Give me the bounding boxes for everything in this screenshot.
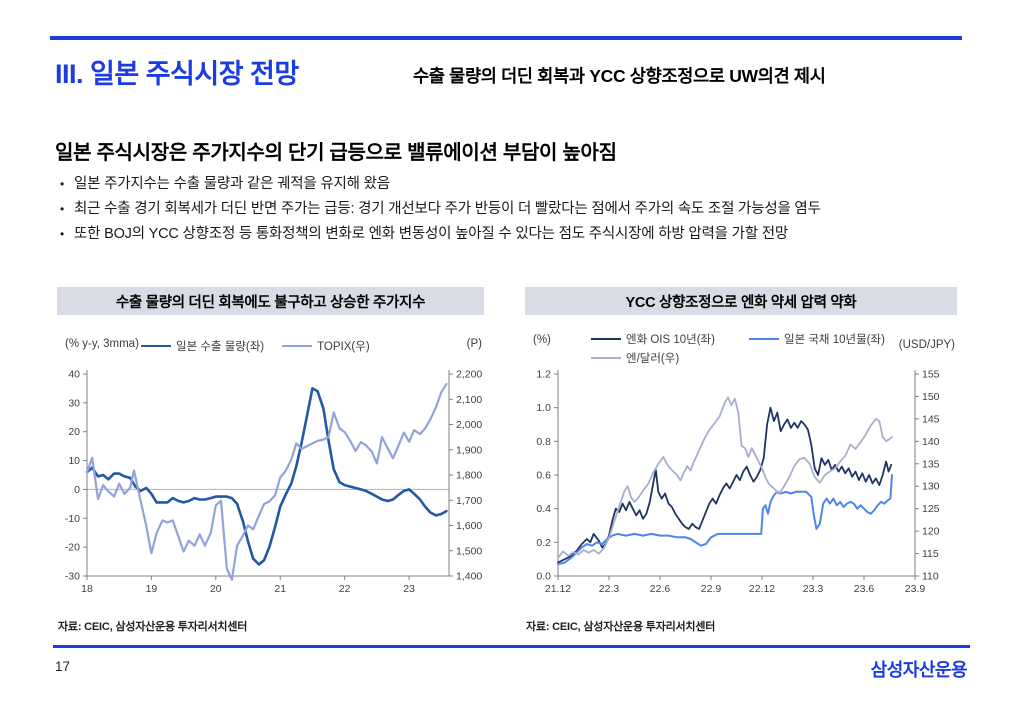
- right-axis-tick-label: 135: [922, 458, 940, 470]
- legend-label: 일본 국채 10년물(좌): [784, 334, 885, 346]
- page-subtitle: 수출 물량의 더딘 회복과 YCC 상향조정으로 UW의견 제시: [413, 66, 826, 86]
- right-axis-tick-label: 1,400: [456, 571, 482, 583]
- right-axis-tick-label: 1,600: [456, 520, 482, 532]
- right-axis-tick-label: 1,900: [456, 444, 482, 456]
- section-heading: 일본 주식시장은 주가지수의 단기 급등으로 밸류에이션 부담이 높아짐: [55, 142, 617, 164]
- right-axis-tick-label: 2,000: [456, 419, 482, 431]
- usd-jpy-line: [557, 396, 893, 559]
- x-axis-tick-label: 23: [403, 583, 415, 595]
- right-axis-unit-label: (P): [466, 338, 482, 350]
- bullet-item: 일본 주가지수는 수출 물량과 같은 궤적을 유지해 왔음: [60, 172, 970, 197]
- right-axis-tick-label: 145: [922, 413, 940, 425]
- legend-label: 엔화 OIS 10년(좌): [626, 334, 715, 346]
- x-axis-tick-label: 19: [146, 583, 158, 595]
- legend-line-swatch: [749, 338, 779, 340]
- export-topix-chart-card: 수출 물량의 더딘 회복에도 불구하고 상승한 주가지수 (% y-y, 3mm…: [57, 287, 484, 637]
- right-axis-tick-label: 125: [922, 503, 940, 515]
- x-axis-tick-label: 22.12: [749, 583, 775, 595]
- right-axis-tick-label: 1,500: [456, 545, 482, 557]
- right-axis-tick-label: 2,100: [456, 394, 482, 406]
- chart-title-bar: YCC 상향조정으로 엔화 약세 압력 약화: [525, 287, 957, 315]
- x-axis-tick-label: 23.3: [803, 583, 824, 595]
- export-topix-line-chart: 40 30 20 10 0 -10 -20 -30 2,200 2,100 2,000 1,900 1,…: [65, 369, 483, 596]
- left-axis-tick-label: 20: [68, 426, 80, 438]
- top-divider: [50, 36, 962, 40]
- left-axis-unit-label: (% y-y, 3mma): [65, 338, 139, 350]
- japan-export-volume-line: [85, 387, 448, 566]
- right-axis-tick-label: 140: [922, 436, 940, 448]
- left-axis-tick-label: 1.2: [536, 369, 551, 381]
- left-axis-tick-label: -30: [65, 571, 80, 583]
- left-axis-tick-label: -20: [65, 542, 80, 554]
- page-title: III. 일본 주식시장 전망: [55, 59, 299, 89]
- ycc-line-chart: 1.2 1.0 0.8 0.6 0.4 0.2 0.0 155 150 145 140 135 130 1…: [536, 369, 940, 596]
- bullet-list: 일본 주가지수는 수출 물량과 같은 궤적을 유지해 왔음 최근 수출 경기 회…: [60, 172, 970, 247]
- right-axis-tick-label: 130: [922, 481, 940, 493]
- legend-line-swatch: [591, 357, 621, 359]
- legend-line-swatch: [282, 345, 313, 347]
- x-axis-tick-label: 22: [339, 583, 351, 595]
- right-axis-tick-label: 110: [922, 571, 939, 583]
- x-axis-tick-label: 21.12: [545, 583, 571, 595]
- left-axis-unit-label: (%): [533, 334, 551, 346]
- bullet-item: 또한 BOJ의 YCC 상향조정 등 통화정책의 변화로 엔화 변동성이 높아질…: [60, 222, 970, 247]
- legend-label: 일본 수출 물량(좌): [176, 341, 265, 353]
- right-axis-tick-label: 155: [922, 369, 940, 381]
- legend-label: 엔/달러(우): [626, 353, 680, 365]
- legend-item-export: 일본 수출 물량(좌): [141, 338, 264, 354]
- left-axis-tick-label: 0.8: [536, 436, 551, 448]
- left-axis-tick-label: 0.2: [536, 537, 551, 549]
- company-logo: 삼성자산운용: [870, 660, 968, 680]
- left-axis-tick-label: -10: [65, 513, 80, 525]
- right-axis-unit-label: (USD/JPY): [898, 339, 955, 351]
- yen-ois-10y-line: [557, 406, 893, 564]
- left-axis-tick-label: 30: [68, 397, 80, 409]
- legend-line-swatch: [141, 345, 171, 347]
- right-axis-tick-label: 150: [922, 391, 940, 403]
- legend-line-swatch: [591, 338, 621, 340]
- right-axis-tick-label: 1,700: [456, 495, 482, 507]
- ycc-chart-card: YCC 상향조정으로 엔화 약세 압력 약화 (%) 엔화 OIS 10년(좌)…: [525, 287, 957, 637]
- left-axis-tick-label: 0.4: [536, 503, 551, 515]
- right-axis-tick-label: 115: [922, 548, 939, 560]
- topix-line: [85, 383, 448, 581]
- x-axis-tick-label: 18: [81, 583, 93, 595]
- x-axis-tick-label: 22.6: [650, 583, 671, 595]
- left-axis-tick-label: 0.0: [536, 571, 551, 583]
- legend-item-yen: 엔/달러(우): [591, 350, 749, 366]
- left-axis-tick-label: 0: [74, 484, 80, 496]
- right-axis-tick-label: 2,200: [456, 369, 482, 381]
- page-number: 17: [55, 659, 71, 674]
- legend-item-topix: TOPIX(우): [282, 338, 370, 354]
- x-axis-tick-label: 23.6: [854, 583, 875, 595]
- bottom-divider: [53, 645, 970, 648]
- x-axis-tick-label: 21: [274, 583, 286, 595]
- chart-title-bar: 수출 물량의 더딘 회복에도 불구하고 상승한 주가지수: [57, 287, 484, 315]
- chart-legend: (%) 엔화 OIS 10년(좌) 일본 국채 10년물(좌) 엔/달러(우) …: [525, 331, 957, 367]
- x-axis-tick-label: 20: [210, 583, 222, 595]
- right-axis-tick-label: 1,800: [456, 470, 482, 482]
- legend-label: TOPIX(우): [317, 341, 370, 353]
- legend-item-jgb: 일본 국채 10년물(좌): [749, 331, 885, 347]
- source-note: 자료: CEIC, 삼성자산운용 투자리서치센터: [526, 621, 716, 633]
- source-note: 자료: CEIC, 삼성자산운용 투자리서치센터: [58, 621, 248, 633]
- left-axis-tick-label: 40: [68, 369, 80, 381]
- left-axis-tick-label: 10: [68, 455, 80, 467]
- x-axis-tick-label: 22.9: [701, 583, 722, 595]
- x-axis-tick-label: 23.9: [905, 583, 926, 595]
- right-axis-tick-label: 120: [922, 526, 940, 538]
- jgb-10y-line: [557, 474, 893, 566]
- chart-legend: (% y-y, 3mma) 일본 수출 물량(좌) TOPIX(우) (P): [57, 335, 484, 355]
- x-axis-tick-label: 22.3: [599, 583, 620, 595]
- left-axis-tick-label: 0.6: [536, 470, 551, 482]
- bullet-item: 최근 수출 경기 회복세가 더딘 반면 주가는 급등: 경기 개선보다 주가 반…: [60, 197, 970, 222]
- legend-item-ois: 엔화 OIS 10년(좌): [591, 331, 749, 347]
- left-axis-tick-label: 1.0: [536, 402, 551, 414]
